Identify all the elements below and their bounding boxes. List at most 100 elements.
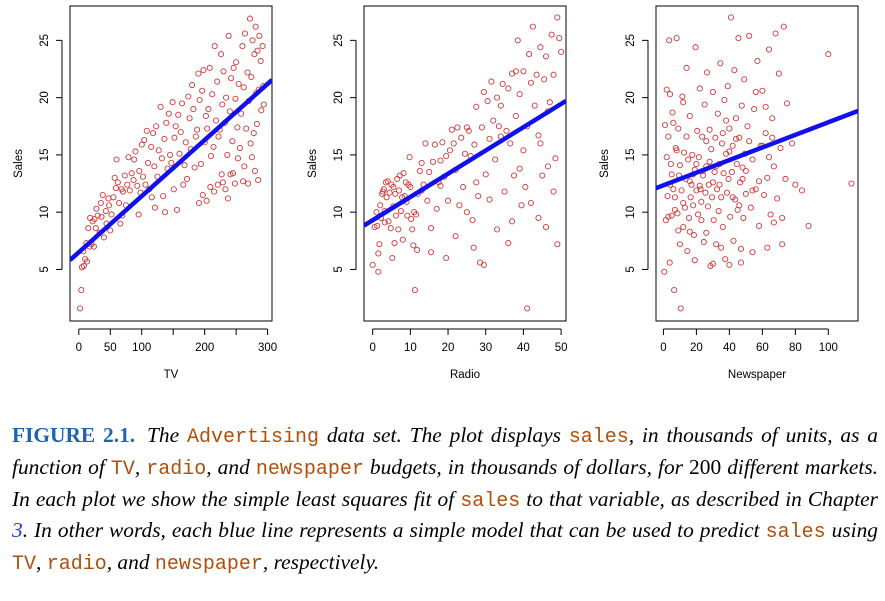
data-point	[190, 106, 197, 113]
data-point	[85, 225, 92, 232]
data-point	[775, 70, 782, 77]
data-point	[518, 202, 525, 209]
data-point	[723, 117, 730, 124]
data-point	[150, 130, 157, 137]
data-point	[737, 259, 744, 266]
x-tick-label: 60	[756, 342, 769, 354]
data-point	[490, 117, 497, 124]
data-point	[392, 190, 399, 197]
y-tick-label: 5	[625, 266, 637, 272]
data-point	[680, 99, 687, 106]
data-point	[720, 170, 727, 177]
data-point	[224, 195, 232, 202]
data-point	[478, 124, 486, 131]
x-tick-label: 40	[723, 342, 736, 354]
data-point	[704, 69, 711, 76]
data-point	[229, 170, 237, 177]
data-point	[153, 123, 160, 130]
data-point	[217, 51, 225, 58]
data-point	[762, 130, 769, 137]
data-point	[175, 111, 182, 118]
data-point	[782, 175, 789, 183]
data-point	[725, 175, 732, 183]
data-point	[686, 112, 693, 120]
data-point	[143, 127, 150, 134]
caption-part: TV	[110, 457, 135, 481]
data-point	[668, 212, 675, 219]
data-point	[450, 140, 457, 147]
data-point	[437, 182, 444, 189]
data-point	[167, 151, 174, 158]
caption-part: Advertising	[186, 426, 319, 449]
data-point	[683, 133, 690, 140]
data-point	[197, 161, 204, 168]
caption-part: to that variable, as described in Chapte…	[520, 486, 878, 511]
caption-part: , and	[206, 454, 256, 479]
x-tick-label: 100	[132, 342, 151, 354]
y-tick-label: 25	[625, 34, 637, 47]
data-point	[780, 23, 787, 30]
data-point	[230, 64, 237, 71]
data-point	[798, 187, 805, 194]
data-point	[480, 261, 487, 268]
data-point	[404, 212, 411, 219]
data-point	[512, 68, 519, 75]
data-point	[232, 95, 239, 102]
y-tick-label: 25	[333, 34, 345, 47]
data-point	[131, 156, 138, 163]
data-point	[670, 186, 677, 193]
data-point	[535, 214, 542, 221]
data-point	[178, 100, 186, 107]
data-point	[248, 154, 255, 161]
data-point	[671, 194, 679, 201]
least-squares-fit-line	[364, 98, 566, 228]
data-point	[728, 169, 735, 176]
data-point	[709, 179, 716, 186]
data-point	[136, 167, 143, 174]
data-point	[253, 120, 260, 128]
data-point	[191, 164, 198, 171]
data-point	[505, 85, 512, 92]
data-point	[128, 170, 135, 177]
caption-part: different markets. In each plot we show …	[12, 454, 878, 511]
caption-part: TV	[12, 553, 37, 577]
data-point	[764, 244, 771, 251]
data-point	[512, 112, 519, 120]
data-point	[443, 254, 450, 262]
data-point	[225, 32, 232, 39]
data-point	[211, 188, 218, 195]
data-point	[689, 151, 696, 158]
caption-part: data set. The plot displays	[318, 423, 569, 447]
data-point	[458, 134, 465, 141]
data-point	[394, 175, 401, 183]
data-point	[713, 186, 721, 193]
data-point	[702, 189, 709, 196]
data-point	[510, 172, 518, 179]
data-point	[709, 194, 716, 201]
data-point	[516, 165, 523, 172]
data-point	[848, 180, 855, 187]
data-point	[260, 101, 267, 108]
data-point	[552, 155, 559, 162]
data-point	[456, 202, 463, 209]
data-point	[729, 194, 736, 201]
data-point	[509, 218, 516, 225]
data-point	[410, 242, 417, 249]
data-point	[443, 153, 450, 160]
plot-frame	[363, 5, 567, 322]
data-point	[715, 207, 722, 215]
data-point	[207, 153, 215, 160]
data-point	[779, 214, 786, 221]
data-point	[386, 189, 393, 196]
data-point	[687, 194, 694, 201]
data-point	[126, 187, 133, 194]
data-point	[206, 64, 213, 71]
data-point	[695, 154, 702, 161]
data-point	[218, 171, 225, 178]
data-point	[473, 179, 480, 186]
data-point	[703, 229, 710, 236]
data-point	[665, 213, 672, 220]
data-point	[171, 134, 178, 141]
data-point	[165, 110, 172, 117]
data-point	[437, 157, 444, 164]
